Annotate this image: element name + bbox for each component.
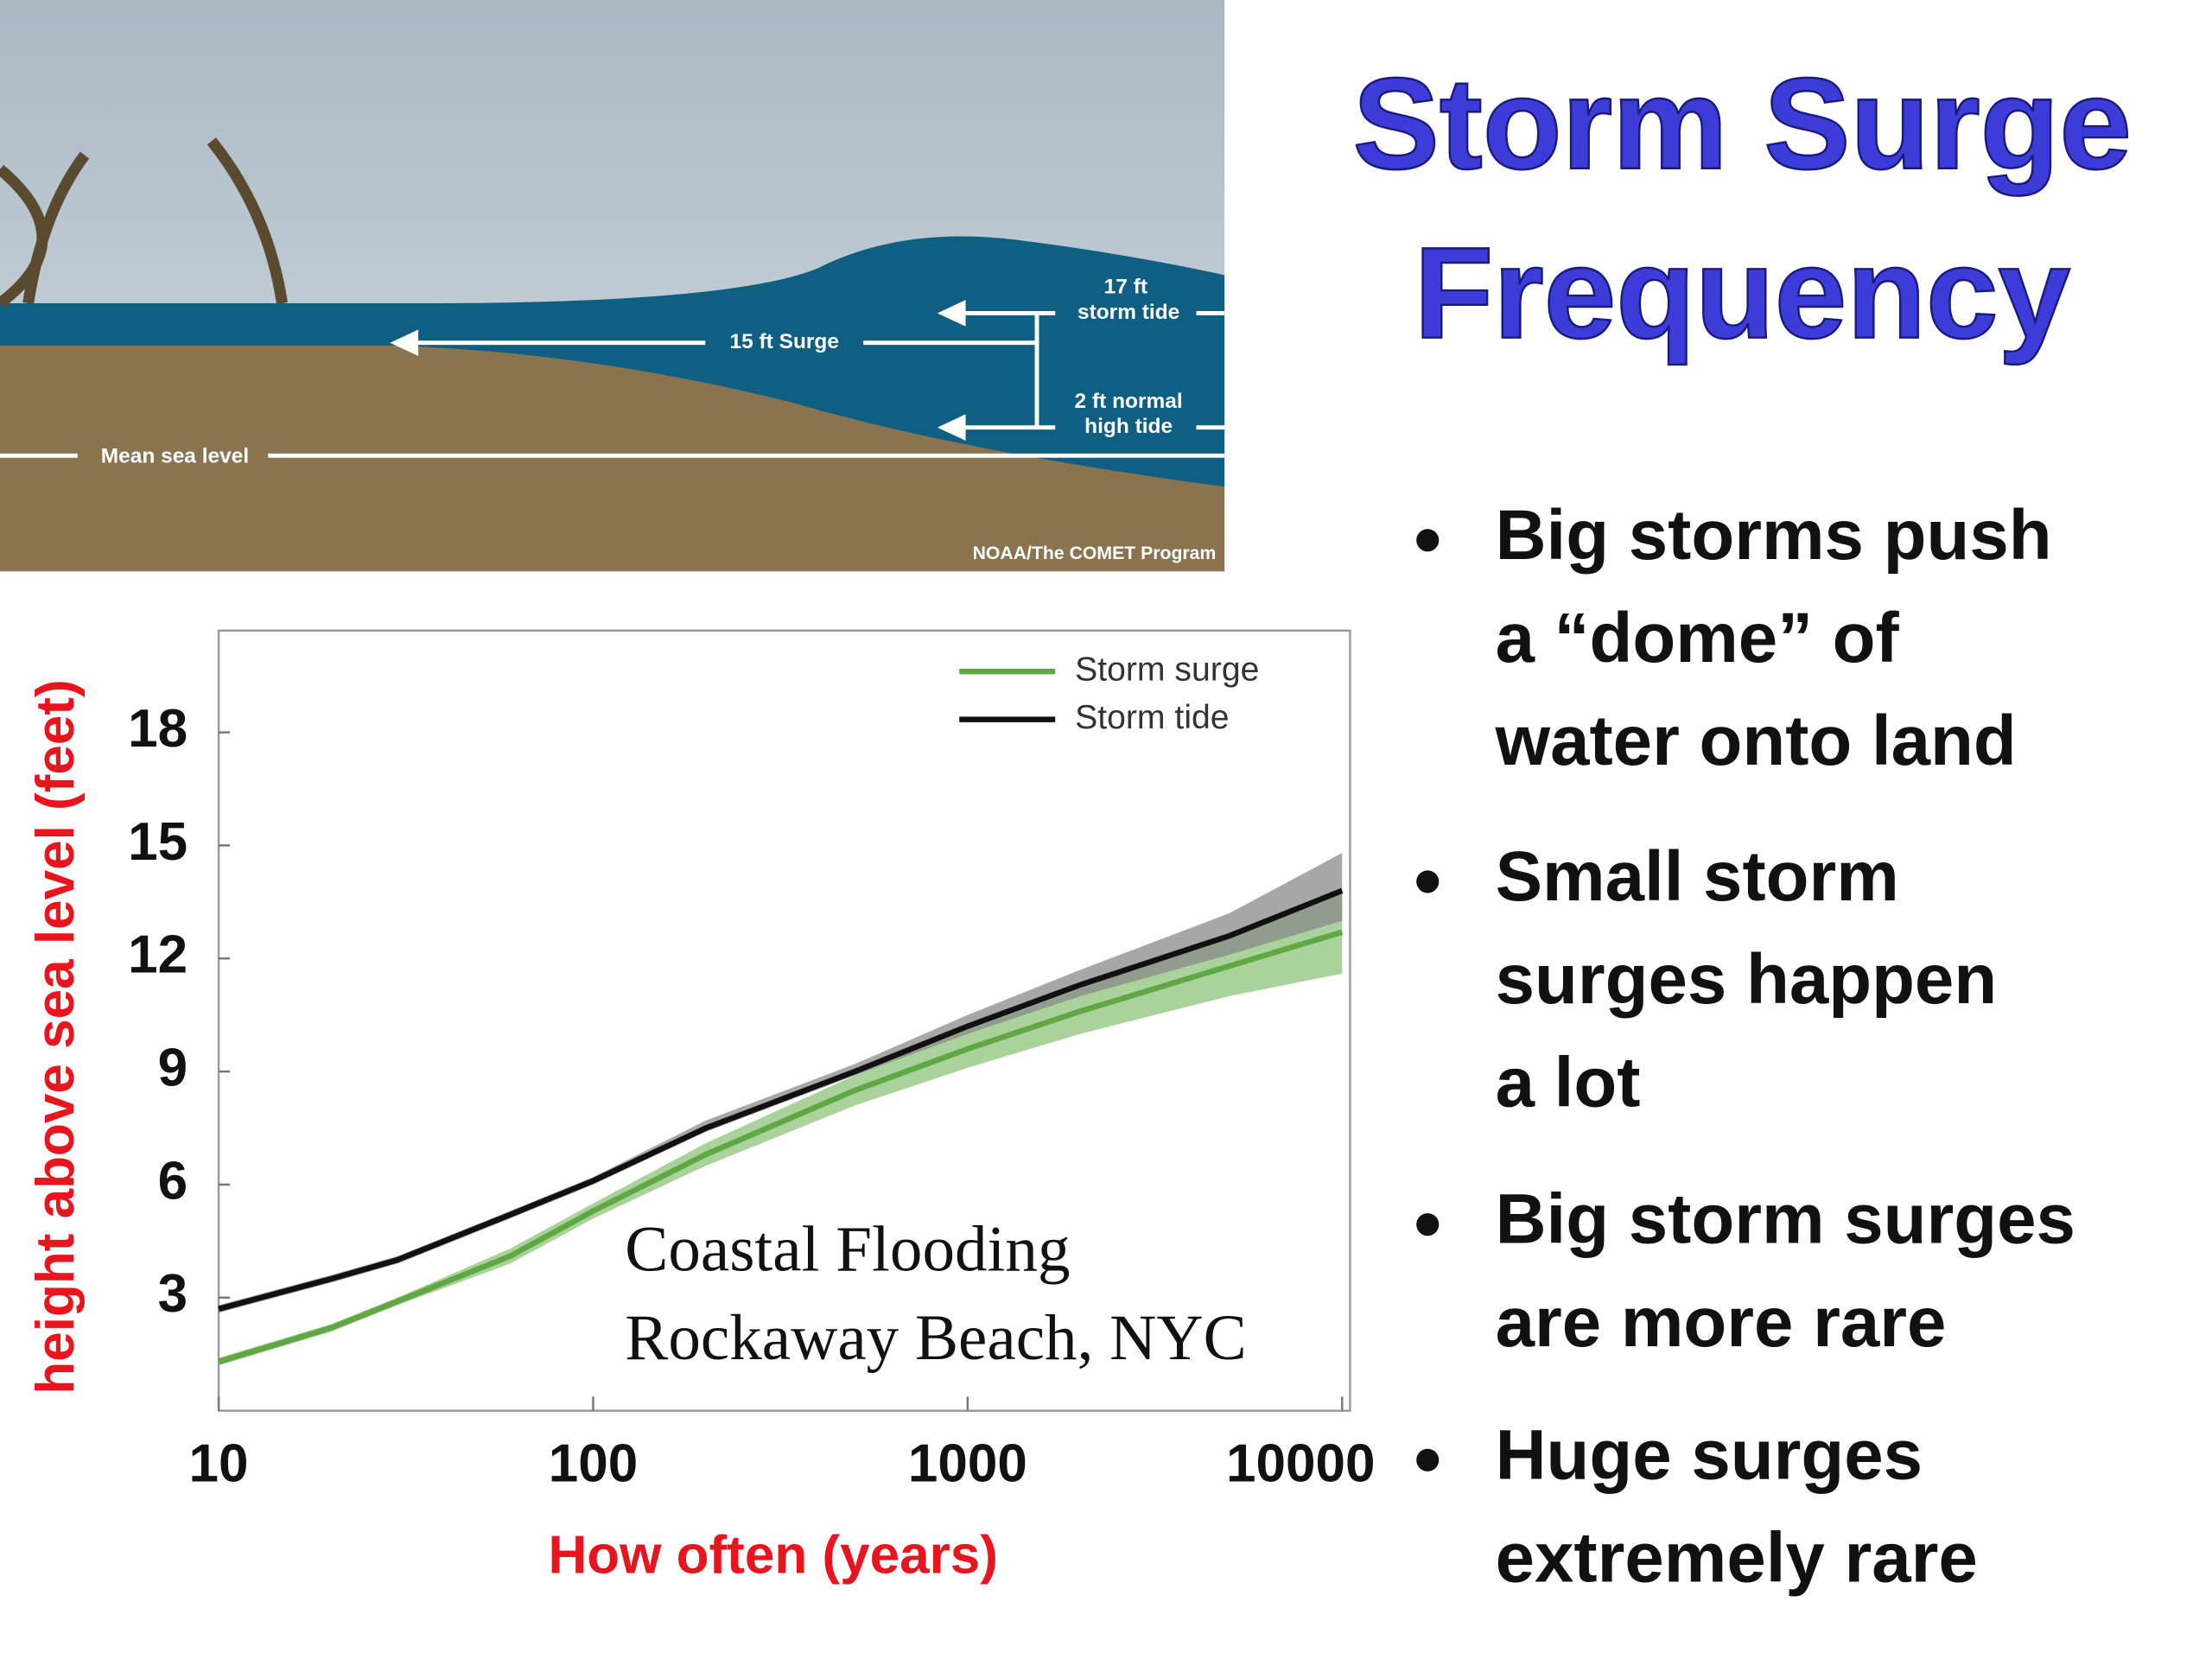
legend-label: Storm surge bbox=[1075, 651, 1259, 688]
bullet-text: Big storms push bbox=[1496, 496, 2052, 575]
y-tick-label: 12 bbox=[128, 925, 188, 985]
y-tick-label: 18 bbox=[128, 699, 188, 759]
bullet-dot bbox=[1416, 1448, 1440, 1471]
annotation: Coastal Flooding bbox=[625, 1213, 1070, 1285]
bullet-text: are more rare bbox=[1496, 1283, 1947, 1362]
palm-trunks bbox=[0, 137, 288, 308]
diagram-label: Mean sea level bbox=[101, 444, 249, 467]
illustration: 17 ft storm tide 15 ft Surge 2 ft normal… bbox=[0, 0, 1225, 572]
confidence-band bbox=[219, 890, 1343, 1366]
series-line bbox=[218, 929, 1344, 1365]
bullet-dot bbox=[1416, 870, 1440, 893]
x-tick-label: 100 bbox=[549, 1433, 639, 1493]
diagram-label: storm tide bbox=[1077, 301, 1179, 324]
legend-label: Storm tide bbox=[1075, 699, 1230, 736]
x-tick-label: 10000 bbox=[1226, 1433, 1376, 1493]
x-tick-label: 10 bbox=[189, 1433, 249, 1493]
bullet-text: a “dome” of bbox=[1496, 599, 1900, 677]
bullets: Big storms push a “dome” of water onto lan… bbox=[1416, 496, 2075, 1598]
x-tick-label: 1000 bbox=[908, 1433, 1027, 1493]
bullet-text: surges happen bbox=[1496, 940, 1998, 1019]
diagram-credit: NOAA/The COMET Program bbox=[973, 543, 1217, 563]
y-tick-label: 15 bbox=[128, 812, 188, 872]
bullet-text: water onto land bbox=[1495, 702, 2017, 780]
bullet-text: Huge surges bbox=[1496, 1415, 1923, 1494]
y-tick-label: 3 bbox=[158, 1264, 188, 1324]
x-axis-label: How often (years) bbox=[548, 1525, 997, 1585]
bullet-text: extremely rare bbox=[1496, 1519, 1978, 1598]
annotation: Rockaway Beach, NYC bbox=[625, 1302, 1246, 1374]
diagram-label: 2 ft normal bbox=[1075, 390, 1183, 413]
bullet-text: a lot bbox=[1496, 1043, 1641, 1122]
diagram-label: 17 ft bbox=[1104, 276, 1147, 299]
bullet-dot bbox=[1416, 1213, 1440, 1236]
series-line bbox=[218, 887, 1344, 1313]
chart: 3 6 9 12 15 18 10 100 1000 10000 How often (years)… bbox=[26, 629, 1376, 1585]
bullet-text: Small storm bbox=[1496, 837, 1899, 916]
slide-title: Storm Surge bbox=[1353, 51, 2132, 196]
bullet-text: Big storm surges bbox=[1496, 1180, 2075, 1259]
y-tick-label: 6 bbox=[158, 1151, 188, 1211]
diagram-label: high tide bbox=[1084, 415, 1173, 438]
plot-frame bbox=[217, 629, 1351, 1412]
diagram-label: 15 ft Surge bbox=[730, 330, 839, 353]
land bbox=[0, 346, 1225, 572]
slide-title: Frequency bbox=[1414, 220, 2071, 365]
bullet-dot bbox=[1416, 529, 1440, 552]
arrows bbox=[0, 300, 1225, 458]
y-axis-label: height above sea level (feet) bbox=[26, 679, 86, 1394]
y-tick-label: 9 bbox=[158, 1038, 188, 1097]
